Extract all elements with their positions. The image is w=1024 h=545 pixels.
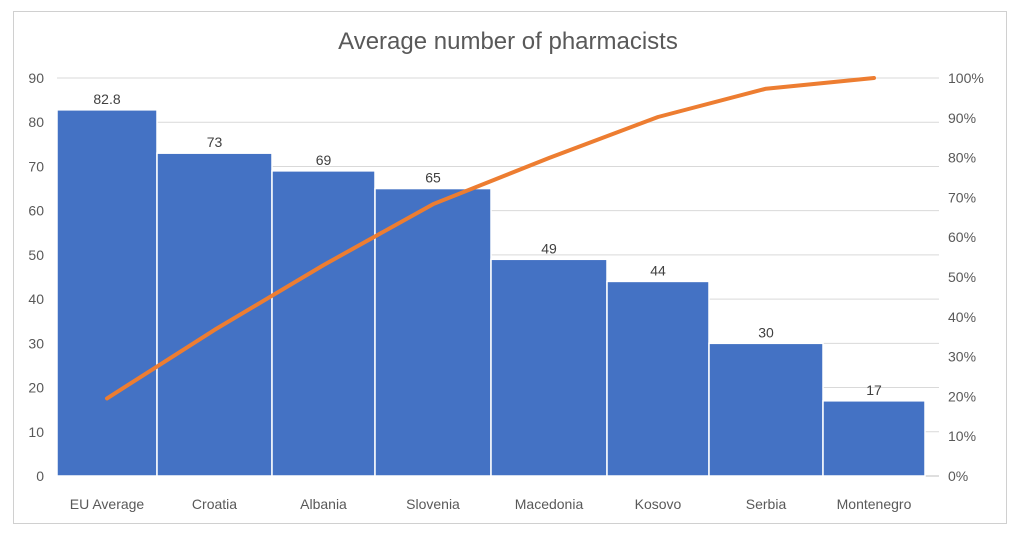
y2-tick-label: 100% bbox=[948, 70, 984, 86]
x-tick-label: Kosovo bbox=[635, 496, 682, 512]
bar bbox=[374, 187, 492, 477]
y2-tick-label: 80% bbox=[948, 150, 976, 166]
data-label: 44 bbox=[650, 262, 666, 278]
y-tick-label: 10 bbox=[28, 424, 44, 440]
x-tick-label: Serbia bbox=[746, 496, 787, 512]
y-axis-left: 0 10 20 30 40 50 60 70 80 90 bbox=[28, 70, 44, 484]
y2-tick-label: 50% bbox=[948, 269, 976, 285]
y-tick-label: 50 bbox=[28, 247, 44, 263]
y-tick-label: 0 bbox=[36, 468, 44, 484]
y2-tick-label: 60% bbox=[948, 229, 976, 245]
cumulative-line bbox=[105, 76, 876, 401]
y-tick-label: 20 bbox=[28, 380, 44, 396]
bar bbox=[490, 258, 608, 477]
data-label: 73 bbox=[207, 134, 223, 150]
data-label: 82.8 bbox=[93, 91, 120, 107]
x-tick-label: Slovenia bbox=[406, 496, 460, 512]
x-tick-label: Croatia bbox=[192, 496, 237, 512]
data-label: 30 bbox=[758, 324, 774, 340]
x-tick-label: Macedonia bbox=[515, 496, 584, 512]
bar bbox=[822, 400, 926, 477]
y2-tick-label: 90% bbox=[948, 110, 976, 126]
bar bbox=[606, 280, 710, 477]
y2-tick-label: 10% bbox=[948, 428, 976, 444]
bars bbox=[56, 109, 926, 477]
y2-tick-label: 0% bbox=[948, 468, 968, 484]
bar bbox=[271, 170, 376, 477]
y-tick-label: 80 bbox=[28, 114, 44, 130]
chart-title: Average number of pharmacists bbox=[338, 28, 678, 55]
y-tick-label: 70 bbox=[28, 158, 44, 174]
x-axis: EU Average Croatia Albania Slovenia Macedoni… bbox=[70, 496, 912, 512]
x-tick-label: Albania bbox=[300, 496, 347, 512]
y-tick-label: 40 bbox=[28, 291, 44, 307]
data-labels: 82.8 73 69 65 49 44 30 17 bbox=[93, 91, 882, 398]
data-label: 49 bbox=[541, 240, 557, 256]
data-label: 69 bbox=[316, 152, 332, 168]
x-tick-label: Montenegro bbox=[837, 496, 912, 512]
bar bbox=[708, 342, 824, 477]
data-label: 17 bbox=[866, 382, 882, 398]
y2-tick-label: 40% bbox=[948, 309, 976, 325]
bar bbox=[156, 152, 273, 477]
y-axis-right: 0% 10% 20% 30% 40% 50% 60% 70% 80% 90% 100% bbox=[948, 70, 984, 484]
bar bbox=[56, 109, 158, 477]
y-tick-label: 90 bbox=[28, 70, 44, 86]
y-tick-label: 30 bbox=[28, 335, 44, 351]
y2-tick-label: 20% bbox=[948, 388, 976, 404]
y2-tick-label: 70% bbox=[948, 189, 976, 205]
cumulative-series-line bbox=[105, 76, 876, 401]
y-tick-label: 60 bbox=[28, 203, 44, 219]
y2-tick-label: 30% bbox=[948, 349, 976, 365]
data-label: 65 bbox=[425, 170, 441, 186]
x-tick-label: EU Average bbox=[70, 496, 145, 512]
